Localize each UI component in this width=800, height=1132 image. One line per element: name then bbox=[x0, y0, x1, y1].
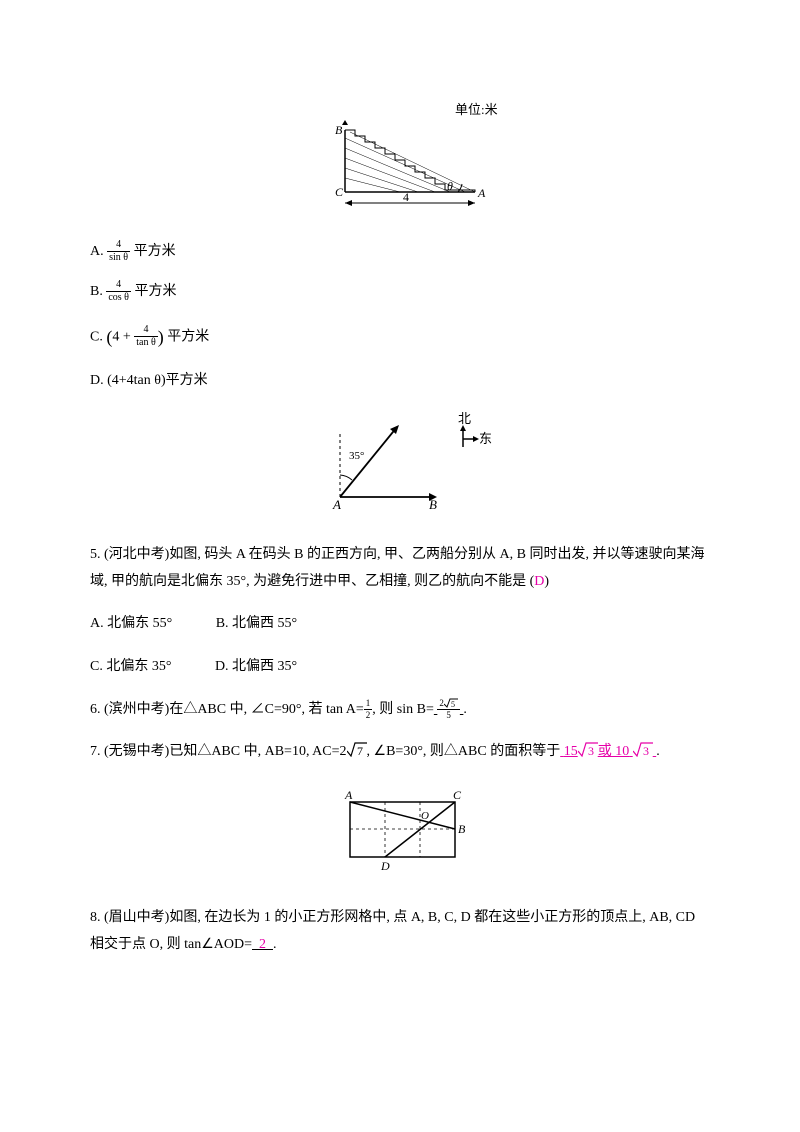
svg-text:5: 5 bbox=[451, 700, 455, 708]
svg-text:7: 7 bbox=[357, 744, 363, 757]
option-a: A. 4sin θ 平方米 bbox=[90, 239, 710, 266]
q6-mid: , 则 sin B= bbox=[372, 702, 434, 717]
svg-text:3: 3 bbox=[588, 744, 594, 757]
option-a-suffix: 平方米 bbox=[134, 244, 176, 259]
q5-opt-c: C. 北偏东 35° bbox=[90, 654, 171, 681]
option-b-suffix: 平方米 bbox=[134, 284, 176, 299]
q5-close: ) bbox=[544, 574, 549, 589]
q5-opt-b: B. 北偏西 55° bbox=[216, 611, 297, 638]
option-b: B. 4cos θ 平方米 bbox=[90, 279, 710, 306]
q5-options-row2: C. 北偏东 35° D. 北偏西 35° bbox=[90, 654, 710, 681]
figure-grid: A C B D O bbox=[90, 782, 710, 888]
q8-pre: 8. (眉山中考)如图, 在边长为 1 的小正方形网格中, 点 A, B, C,… bbox=[90, 910, 695, 952]
east-label: 东 bbox=[479, 431, 492, 446]
angle-label: 35° bbox=[349, 450, 364, 462]
figure-stairs: 单位:米 4 θ B C A bbox=[90, 100, 710, 221]
grid-C: C bbox=[453, 788, 462, 802]
q5-text: 5. (河北中考)如图, 码头 A 在码头 B 的正西方向, 甲、乙两船分别从 … bbox=[90, 547, 704, 589]
q5-options-row1: A. 北偏东 55° B. 北偏西 55° bbox=[90, 611, 710, 638]
grid-A: A bbox=[344, 788, 353, 802]
option-c: C. (4 + 4tan θ) 平方米 bbox=[90, 320, 710, 354]
grid-O: O bbox=[421, 810, 429, 822]
question-7: 7. (无锡中考)已知△ABC 中, AB=10, AC=2 7 , ∠B=30°,… bbox=[90, 739, 710, 766]
grid-D: D bbox=[380, 859, 390, 873]
q7-ans1: 15 bbox=[564, 744, 578, 759]
label-B2: B bbox=[429, 497, 437, 512]
q6-pre: 6. (滨州中考)在△ABC 中, ∠C=90°, 若 tan A= bbox=[90, 702, 364, 717]
unit-label: 单位:米 bbox=[455, 102, 498, 117]
label-A: A bbox=[477, 186, 486, 200]
q5-answer: D bbox=[534, 574, 544, 589]
label-A2: A bbox=[332, 497, 341, 512]
q6-tail: . bbox=[463, 702, 467, 717]
figure-compass: 北 东 35° A B bbox=[90, 409, 710, 525]
svg-text:3: 3 bbox=[643, 744, 649, 757]
north-label: 北 bbox=[458, 411, 471, 426]
q7-pre: 7. (无锡中考)已知△ABC 中, AB=10, AC=2 bbox=[90, 744, 347, 759]
q5-opt-d: D. 北偏西 35° bbox=[215, 654, 297, 681]
question-5: 5. (河北中考)如图, 码头 A 在码头 B 的正西方向, 甲、乙两船分别从 … bbox=[90, 542, 710, 595]
q8-ans: 2 bbox=[259, 937, 266, 952]
option-c-suffix: 平方米 bbox=[167, 329, 209, 344]
question-8: 8. (眉山中考)如图, 在边长为 1 的小正方形网格中, 点 A, B, C,… bbox=[90, 905, 710, 958]
q7-or: 或 10 bbox=[598, 744, 630, 759]
width-label: 4 bbox=[403, 190, 409, 204]
label-B: B bbox=[335, 123, 343, 137]
q7-mid: , ∠B=30°, 则△ABC 的面积等于 bbox=[367, 744, 561, 759]
label-C: C bbox=[335, 185, 344, 199]
option-d: D. (4+4tan θ)平方米 bbox=[90, 368, 710, 395]
q5-opt-a: A. 北偏东 55° bbox=[90, 611, 172, 638]
q8-tail: . bbox=[273, 937, 277, 952]
question-6: 6. (滨州中考)在△ABC 中, ∠C=90°, 若 tan A=12, 则 … bbox=[90, 697, 710, 724]
grid-B: B bbox=[458, 822, 466, 836]
q7-tail: . bbox=[656, 744, 660, 759]
theta-label: θ bbox=[447, 179, 453, 193]
